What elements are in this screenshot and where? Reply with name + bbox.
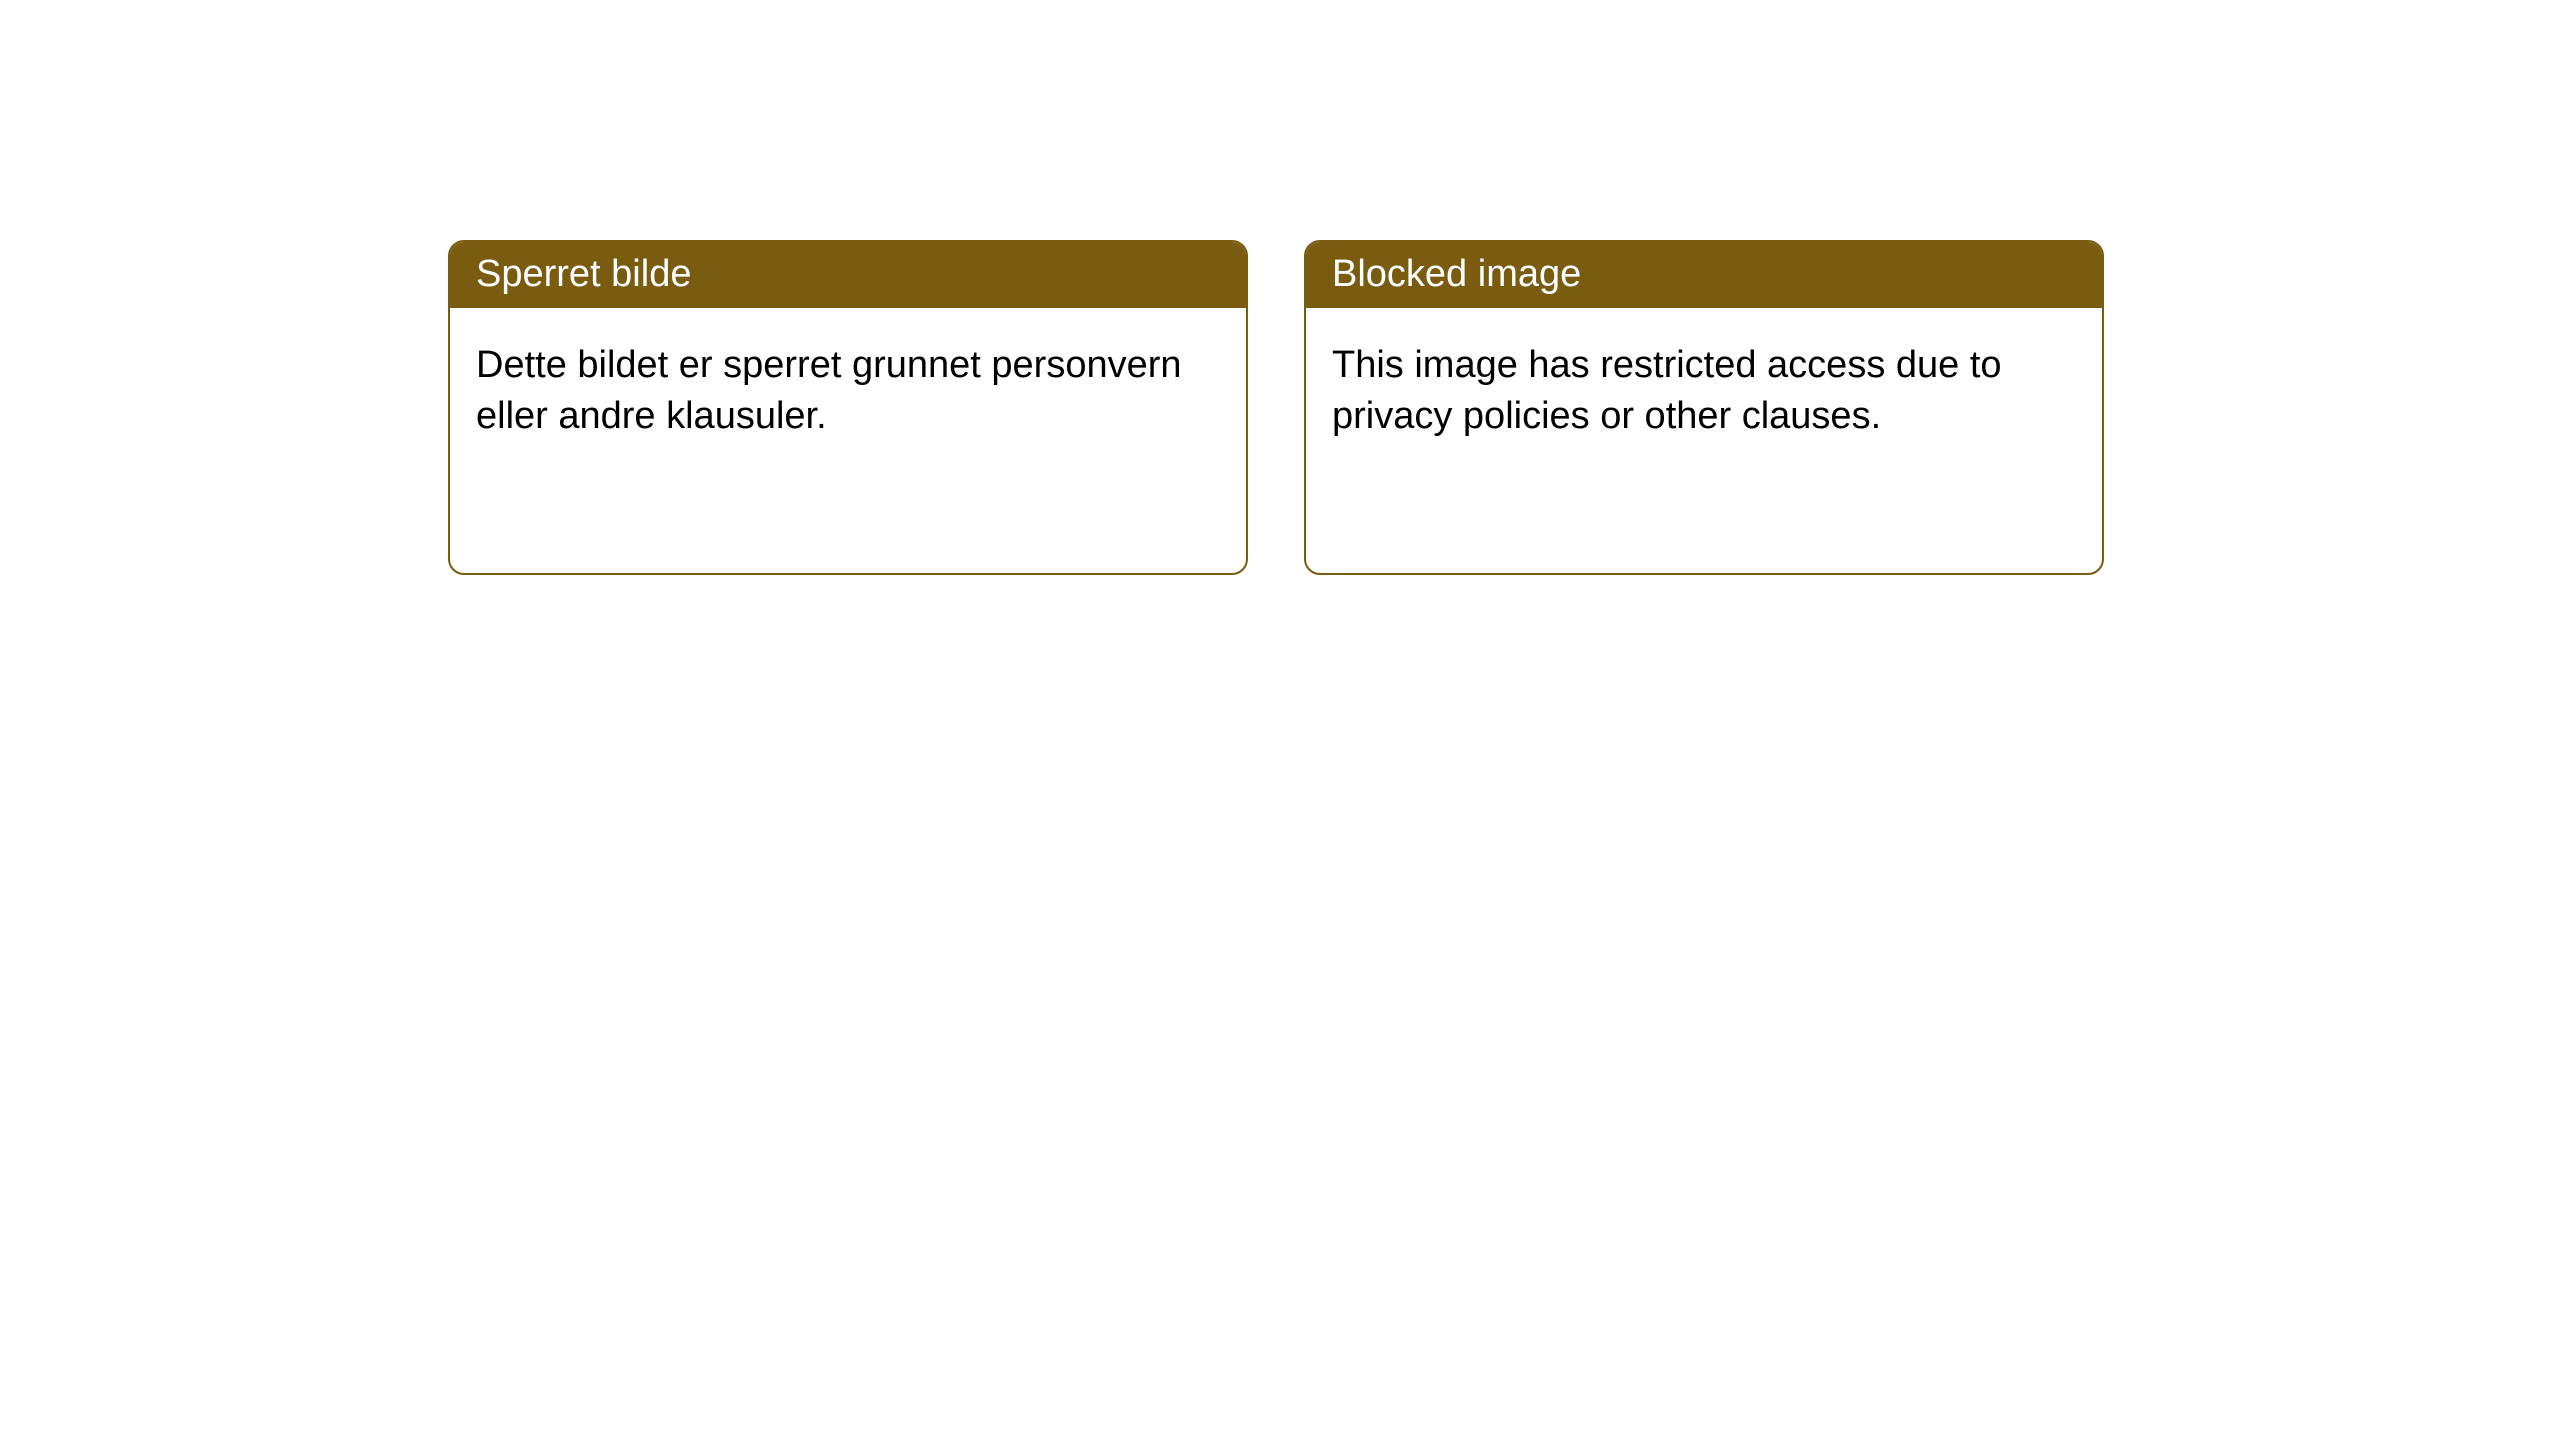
notice-body-en: This image has restricted access due to … bbox=[1306, 308, 2102, 475]
notice-body-no: Dette bildet er sperret grunnet personve… bbox=[450, 308, 1246, 475]
notice-title-en: Blocked image bbox=[1306, 242, 2102, 308]
notice-container: Sperret bilde Dette bildet er sperret gr… bbox=[0, 0, 2560, 575]
notice-card-en: Blocked image This image has restricted … bbox=[1304, 240, 2104, 575]
notice-title-no: Sperret bilde bbox=[450, 242, 1246, 308]
notice-card-no: Sperret bilde Dette bildet er sperret gr… bbox=[448, 240, 1248, 575]
